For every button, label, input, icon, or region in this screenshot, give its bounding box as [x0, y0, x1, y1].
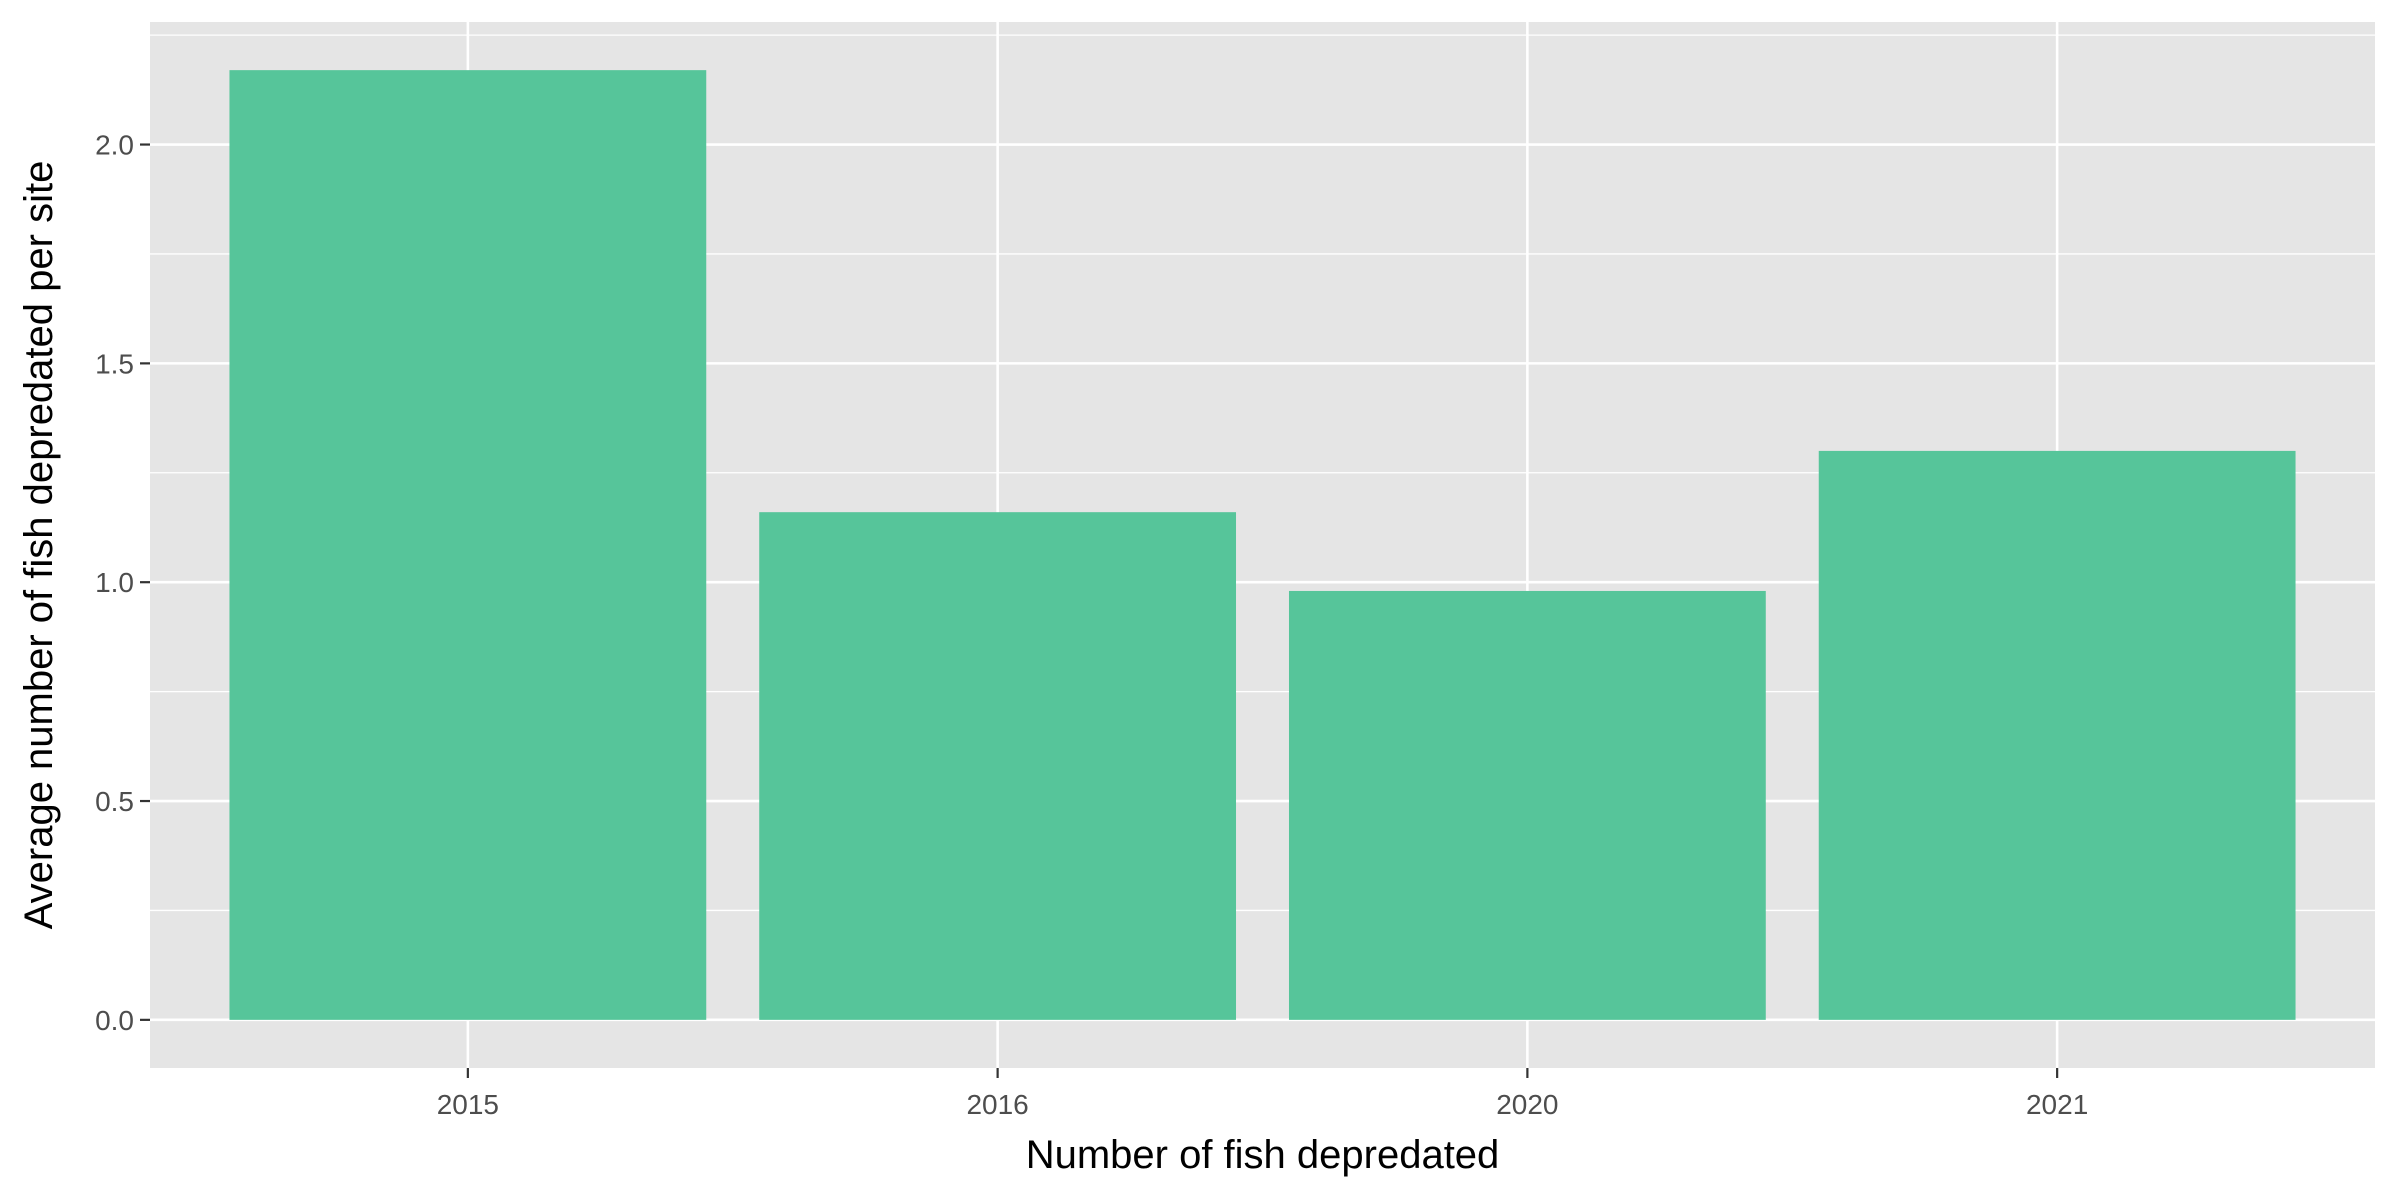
- bar-2016: [759, 512, 1236, 1020]
- x-axis: 2015 2016 2020 2021: [437, 1068, 2089, 1120]
- x-tick-label: 2016: [966, 1089, 1028, 1120]
- y-tick-label: 1.5: [95, 348, 134, 379]
- y-tick-label: 0.0: [95, 1005, 134, 1036]
- y-tick-label: 2.0: [95, 130, 134, 161]
- x-axis-title: Number of fish depredated: [1026, 1133, 1500, 1177]
- y-axis: 0.0 0.5 1.0 1.5 2.0: [95, 130, 150, 1036]
- bar-2020: [1289, 591, 1766, 1020]
- x-tick-label: 2021: [2026, 1089, 2088, 1120]
- bar-2015: [229, 70, 706, 1020]
- y-tick-label: 0.5: [95, 786, 134, 817]
- x-tick-label: 2020: [1496, 1089, 1558, 1120]
- bar-2021: [1819, 451, 2296, 1020]
- y-axis-title: Average number of fish depredated per si…: [17, 161, 61, 930]
- y-tick-label: 1.0: [95, 567, 134, 598]
- x-tick-label: 2015: [437, 1089, 499, 1120]
